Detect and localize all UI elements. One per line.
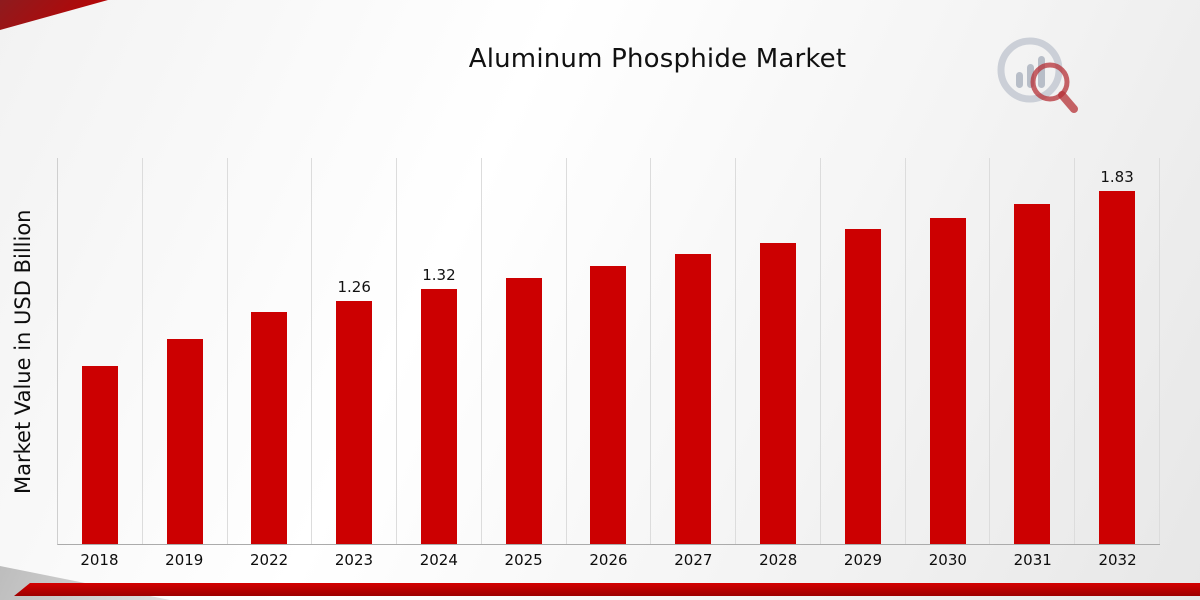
x-tick-2029: 2029: [843, 551, 883, 569]
market-research-chart-magnifier-logo: [997, 37, 1078, 113]
bar-value-label-2032: 1.83: [1100, 168, 1134, 186]
x-tick-2027: 2027: [674, 551, 713, 569]
bar-2031: [1014, 204, 1051, 544]
bar-2027: [675, 254, 712, 544]
bar-slot-2022: [228, 158, 313, 544]
bar-value-label-2024: 1.32: [422, 266, 456, 284]
bar-slot-2025: [482, 158, 567, 544]
x-tick-2030: 2030: [928, 551, 967, 569]
x-tick-2019: 2019: [165, 551, 204, 569]
bar-2028: [760, 243, 796, 544]
bar-2032: [1099, 191, 1136, 544]
x-tick-2025: 2025: [504, 551, 543, 569]
bar-2025: [505, 278, 542, 544]
chart-title: Aluminum Phosphide Market: [468, 44, 847, 74]
x-tick-2024: 2024: [419, 551, 458, 569]
bar-2030: [929, 218, 966, 544]
x-tick-2031: 2031: [1013, 551, 1052, 569]
bar-slot-2018: [58, 158, 143, 544]
x-tick-2028: 2028: [759, 551, 798, 569]
bottom-red-band: [14, 583, 1200, 596]
bar-2024: [420, 289, 457, 544]
bar-slot-2031: [990, 158, 1076, 544]
bar-slot-2023: 1.26: [312, 158, 398, 544]
bar-slot-2028: [736, 158, 821, 544]
bar-slot-2026: [567, 158, 652, 544]
bar-slot-2024: 1.32: [397, 158, 482, 544]
x-tick-2022: 2022: [250, 551, 289, 569]
x-tick-2018: 2018: [80, 551, 119, 569]
bar-slot-2029: [821, 158, 906, 544]
top-left-red-corner: [0, 0, 108, 30]
x-tick-2032: 2032: [1098, 551, 1137, 569]
x-tick-2023: 2023: [334, 551, 374, 569]
bar-slot-2019: [143, 158, 228, 544]
bar-slot-2030: [906, 158, 991, 544]
bar-slot-2027: [651, 158, 737, 544]
bar-2029: [844, 229, 881, 544]
bar-2022: [251, 312, 288, 544]
bar-value-label-2023: 1.26: [337, 278, 371, 296]
x-tick-2026: 2026: [589, 551, 628, 569]
bar-2023: [336, 301, 373, 544]
bar-2019: [166, 339, 203, 544]
plot-area: 1.26 1.32 1.83: [57, 158, 1160, 545]
bar-2026: [590, 266, 627, 544]
bar-slot-2032: 1.83: [1075, 158, 1160, 544]
x-axis-tick-labels: 2018 2019 2022 2023 2024 2025 2026 2027 2028 2029…: [57, 551, 1160, 569]
y-axis-label: Market Value in USD Billion: [11, 209, 35, 494]
bar-2018: [81, 366, 118, 544]
